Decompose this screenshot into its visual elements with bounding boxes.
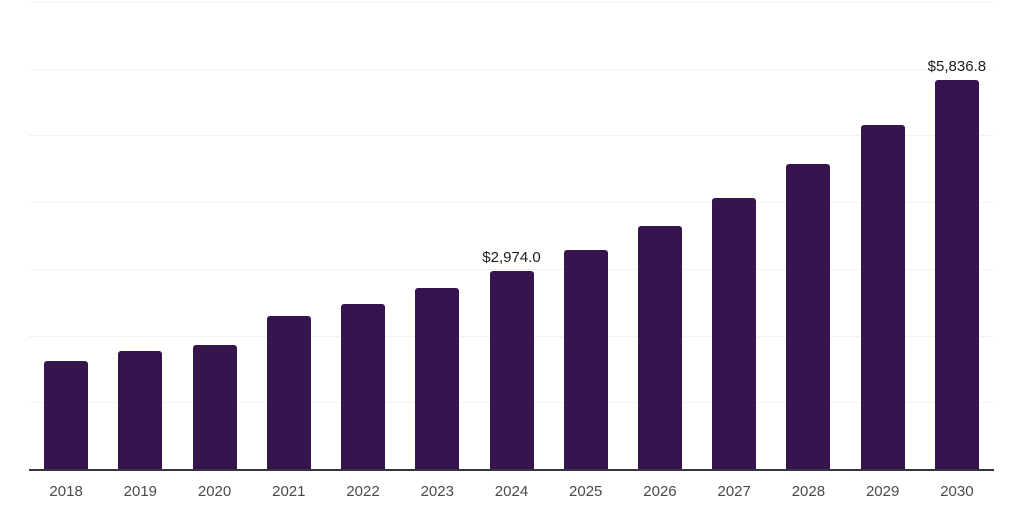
bar-2020 [192, 344, 237, 469]
bar-2027 [712, 198, 757, 469]
bar-2025 [563, 250, 608, 469]
data-label-2024: $2,974.0 [482, 248, 541, 266]
data-label-2030: $5,836.8 [927, 57, 987, 75]
x-tick-2020: 2020 [197, 483, 232, 500]
bar-2019 [118, 350, 163, 469]
bar-2029 [860, 125, 905, 469]
x-tick-2026: 2026 [643, 483, 677, 500]
bar-2021 [266, 315, 311, 469]
x-tick-2018: 2018 [49, 483, 83, 500]
x-tick-2030: 2030 [940, 483, 974, 500]
x-axis: 2018 2019 2020 2021 2022 2023 2024 2025 2026 2027… [29, 483, 994, 505]
x-tick-2019: 2019 [123, 483, 158, 500]
x-tick-2022: 2022 [346, 483, 380, 500]
x-tick-2024: 2024 [494, 483, 529, 500]
bar-2026 [637, 226, 682, 469]
plot-area: $2,974.0 $5,836.8 [29, 2, 994, 471]
x-tick-2025: 2025 [569, 483, 603, 500]
bar-2022 [341, 303, 386, 469]
x-tick-2028: 2028 [791, 483, 826, 500]
gridline [29, 68, 994, 70]
bar-2024 [489, 270, 534, 469]
gridline [29, 202, 994, 204]
gridline [29, 268, 994, 270]
gridline [29, 2, 994, 3]
bar-2023 [415, 287, 460, 469]
x-tick-2029: 2029 [865, 483, 900, 500]
x-tick-2023: 2023 [420, 483, 454, 500]
bar-2018 [44, 360, 89, 469]
bar-2030 [934, 79, 979, 469]
x-tick-2027: 2027 [717, 483, 751, 500]
gridline [29, 135, 994, 137]
bar-2028 [786, 164, 831, 469]
x-tick-2021: 2021 [272, 483, 306, 500]
